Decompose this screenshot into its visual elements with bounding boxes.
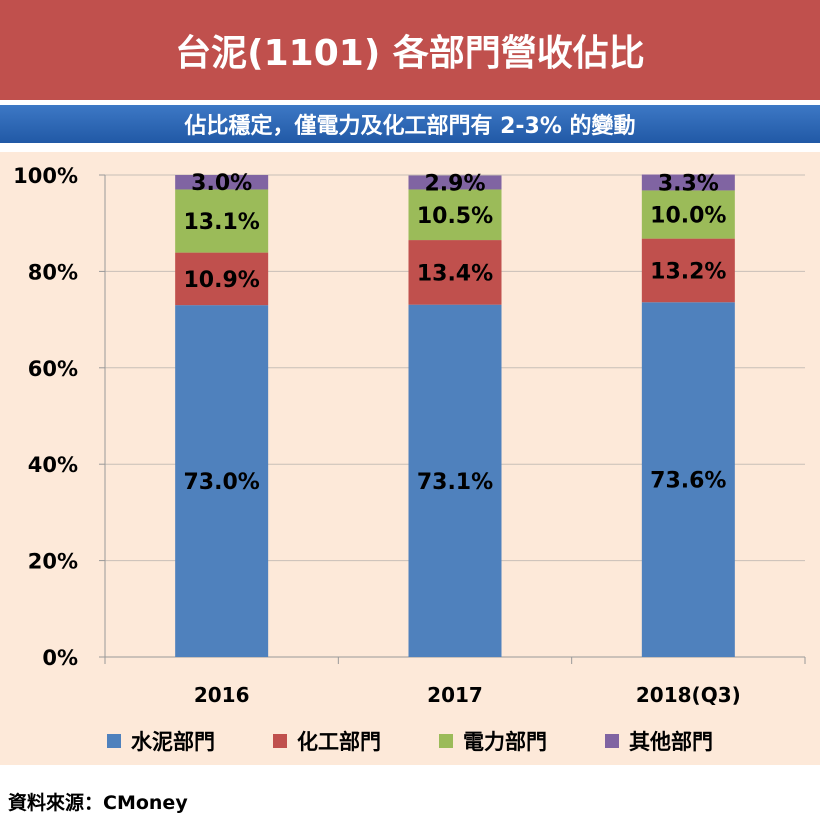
data-label: 10.5% — [417, 204, 493, 229]
y-tick-label: 60% — [28, 357, 78, 381]
y-tick-label: 20% — [28, 550, 78, 574]
y-tick-label: 100% — [13, 164, 78, 188]
legend-swatch — [605, 734, 619, 748]
data-label: 73.1% — [417, 470, 493, 495]
bar-segment — [408, 175, 502, 190]
stacked-bar-chart: 0% 20% 40% 60% 80% 100% 73.0% 10.9% 13.1% 3.0% 201… — [13, 164, 806, 707]
legend-label: 電力部門 — [463, 730, 547, 754]
data-label: 10.0% — [650, 204, 726, 229]
chart-panel: 0% 20% 40% 60% 80% 100% 73.0% 10.9% 13.1% 3.0% 201… — [0, 152, 820, 765]
y-tick-label: 40% — [28, 453, 78, 477]
bar-segment — [408, 189, 502, 241]
data-label: 10.9% — [184, 268, 260, 293]
bar-segment — [175, 189, 269, 253]
bar-segment — [641, 174, 735, 191]
data-label: 3.3% — [658, 171, 719, 196]
bar-segment — [408, 240, 502, 305]
chart-subtitle: 佔比穩定，僅電力及化工部門有 2-3% 的變動 — [0, 105, 820, 143]
legend-item: 化工部門 — [273, 726, 381, 756]
legend-item: 電力部門 — [439, 726, 547, 756]
legend: 水泥部門 化工部門 電力部門 其他部門 — [0, 726, 820, 756]
bar-segment — [175, 305, 269, 657]
legend-swatch — [439, 734, 453, 748]
source-note: 資料來源：CMoney — [8, 792, 188, 814]
legend-item: 其他部門 — [605, 726, 713, 756]
legend-label: 其他部門 — [629, 730, 713, 754]
x-tick-label: 2018(Q3) — [636, 683, 741, 707]
chart-title: 台泥(1101) 各部門營收佔比 — [0, 0, 820, 100]
data-label: 3.0% — [191, 171, 252, 196]
legend-label: 水泥部門 — [131, 730, 215, 754]
data-label: 13.2% — [650, 259, 726, 284]
bar-segment — [175, 252, 269, 306]
legend-item: 水泥部門 — [107, 726, 215, 756]
data-label: 2.9% — [424, 171, 485, 196]
data-label: 73.0% — [184, 470, 260, 495]
x-tick-label: 2017 — [427, 683, 483, 707]
x-tick-label: 2016 — [194, 683, 250, 707]
bar-segment — [641, 190, 735, 239]
legend-swatch — [107, 734, 121, 748]
y-tick-label: 0% — [42, 646, 78, 670]
data-label: 13.1% — [184, 210, 260, 235]
bar-segment — [641, 238, 735, 303]
y-tick-label: 80% — [28, 260, 78, 284]
data-label: 73.6% — [650, 469, 726, 494]
legend-label: 化工部門 — [297, 730, 381, 754]
bar-segment — [408, 304, 502, 657]
bar-segment — [641, 302, 735, 657]
bar-segment — [175, 175, 269, 190]
legend-swatch — [273, 734, 287, 748]
data-label: 13.4% — [417, 261, 493, 286]
